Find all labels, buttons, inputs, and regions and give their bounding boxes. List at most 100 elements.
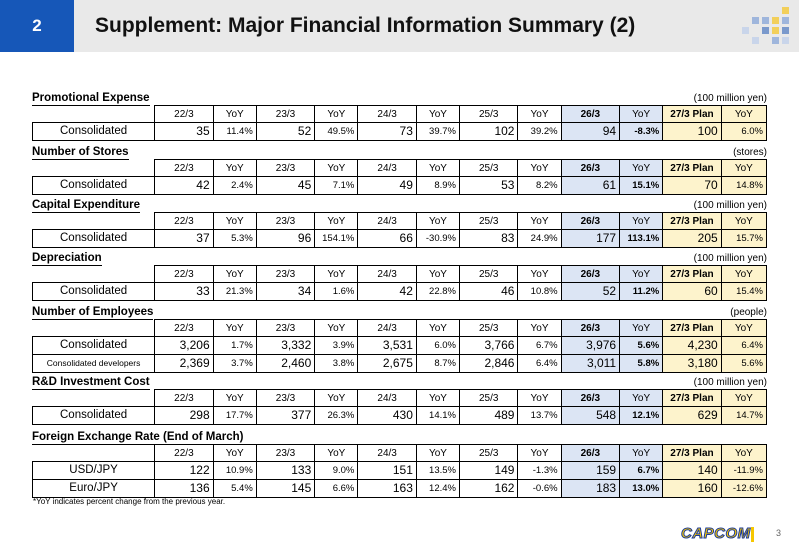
row-label: Consolidated bbox=[31, 176, 156, 195]
column-header: YoY bbox=[619, 444, 664, 462]
column-header: YoY bbox=[720, 105, 768, 123]
decorative-squares-icon bbox=[742, 7, 796, 49]
yoy-cell: 5.6% bbox=[619, 336, 664, 355]
value-cell: 151 bbox=[357, 461, 417, 480]
yoy-cell: 5.6% bbox=[720, 354, 768, 373]
yoy-cell: 3.8% bbox=[314, 354, 359, 373]
value-cell: 160 bbox=[662, 479, 722, 498]
column-header: 25/3 bbox=[458, 444, 519, 462]
yoy-cell: 39.7% bbox=[415, 122, 460, 141]
data-table: 22/3 YoY 23/3 YoY 24/3 YoY 25/3 YoY 26/3 YoY 27/3 … bbox=[31, 159, 768, 195]
slide-title: Supplement: Major Financial Information … bbox=[95, 14, 636, 37]
table-header-row: 22/3 YoY 23/3 YoY 24/3 YoY 25/3 YoY 26/3 YoY 27/3 … bbox=[32, 319, 768, 337]
row-label: USD/JPY bbox=[31, 461, 156, 480]
yoy-cell: 14.1% bbox=[415, 406, 460, 425]
yoy-cell: 8.2% bbox=[517, 176, 562, 195]
column-header: 27/3 Plan bbox=[662, 319, 722, 337]
yoy-cell: 39.2% bbox=[517, 122, 562, 141]
column-header: YoY bbox=[517, 212, 562, 230]
column-header: 22/3 bbox=[154, 389, 214, 407]
column-header: 26/3 bbox=[560, 444, 621, 462]
value-cell: 140 bbox=[662, 461, 722, 480]
value-cell: 53 bbox=[458, 176, 519, 195]
value-cell: 205 bbox=[662, 229, 722, 248]
column-header: 22/3 bbox=[154, 319, 214, 337]
column-header: 26/3 bbox=[560, 212, 621, 230]
yoy-cell: 12.1% bbox=[619, 406, 664, 425]
table-row: Consolidated developers 2,369 3.7% 2,460 3.8… bbox=[31, 354, 768, 373]
column-header: YoY bbox=[517, 389, 562, 407]
value-cell: 3,766 bbox=[458, 336, 519, 355]
column-header: 24/3 bbox=[357, 212, 417, 230]
value-cell: 3,976 bbox=[560, 336, 621, 355]
column-header: 23/3 bbox=[255, 319, 316, 337]
yoy-cell: 9.0% bbox=[314, 461, 359, 480]
value-cell: 70 bbox=[662, 176, 722, 195]
yoy-cell: -0.6% bbox=[517, 479, 562, 498]
column-header: YoY bbox=[720, 319, 768, 337]
logo-accent-bar bbox=[751, 527, 754, 542]
column-header: YoY bbox=[517, 444, 562, 462]
value-cell: 2,460 bbox=[255, 354, 316, 373]
table-row: Consolidated 37 5.3% 96 154.1% 66 -30.9% 83 24.9… bbox=[31, 229, 768, 248]
yoy-cell: -1.3% bbox=[517, 461, 562, 480]
header-blank-cell bbox=[32, 212, 156, 230]
yoy-cell: 6.7% bbox=[517, 336, 562, 355]
yoy-cell: 12.4% bbox=[415, 479, 460, 498]
value-cell: 3,332 bbox=[255, 336, 316, 355]
column-header: YoY bbox=[619, 389, 664, 407]
value-cell: 145 bbox=[255, 479, 316, 498]
value-cell: 133 bbox=[255, 461, 316, 480]
yoy-cell: 5.8% bbox=[619, 354, 664, 373]
value-cell: 4,230 bbox=[662, 336, 722, 355]
column-header: 27/3 Plan bbox=[662, 265, 722, 283]
value-cell: 34 bbox=[255, 282, 316, 301]
data-table: 22/3 YoY 23/3 YoY 24/3 YoY 25/3 YoY 26/3 YoY 27/3 … bbox=[31, 389, 768, 425]
header-blank-cell bbox=[32, 319, 156, 337]
row-label: Euro/JPY bbox=[31, 479, 156, 498]
value-cell: 37 bbox=[154, 229, 214, 248]
value-cell: 2,846 bbox=[458, 354, 519, 373]
value-cell: 298 bbox=[154, 406, 214, 425]
capcom-logo: CAPCOM bbox=[681, 525, 751, 543]
table-header-row: 22/3 YoY 23/3 YoY 24/3 YoY 25/3 YoY 26/3 YoY 27/3 … bbox=[32, 389, 768, 407]
section-unit: (100 million yen) bbox=[693, 377, 767, 388]
yoy-cell: 2.4% bbox=[212, 176, 257, 195]
value-cell: 66 bbox=[357, 229, 417, 248]
value-cell: 159 bbox=[560, 461, 621, 480]
column-header: 23/3 bbox=[255, 389, 316, 407]
yoy-cell: 15.4% bbox=[720, 282, 768, 301]
header-blank-cell bbox=[32, 444, 156, 462]
value-cell: 83 bbox=[458, 229, 519, 248]
value-cell: 3,011 bbox=[560, 354, 621, 373]
yoy-cell: 6.7% bbox=[619, 461, 664, 480]
section-title: Depreciation bbox=[32, 252, 102, 266]
section-unit: (100 million yen) bbox=[693, 200, 767, 211]
column-header: 27/3 Plan bbox=[662, 159, 722, 177]
yoy-cell: 14.8% bbox=[720, 176, 768, 195]
column-header: 27/3 Plan bbox=[662, 105, 722, 123]
yoy-cell: 3.7% bbox=[212, 354, 257, 373]
table-row: Consolidated 3,206 1.7% 3,332 3.9% 3,531 6.0% 3… bbox=[31, 336, 768, 355]
yoy-cell: 6.0% bbox=[720, 122, 768, 141]
yoy-cell: 1.6% bbox=[314, 282, 359, 301]
table-row: Consolidated 35 11.4% 52 49.5% 73 39.7% 102 39.2… bbox=[31, 122, 768, 141]
column-header: YoY bbox=[517, 159, 562, 177]
value-cell: 2,369 bbox=[154, 354, 214, 373]
column-header: YoY bbox=[720, 212, 768, 230]
column-header: 22/3 bbox=[154, 159, 214, 177]
header-blank-cell bbox=[32, 389, 156, 407]
value-cell: 45 bbox=[255, 176, 316, 195]
yoy-cell: 11.4% bbox=[212, 122, 257, 141]
column-header: 25/3 bbox=[458, 319, 519, 337]
header-blank-cell bbox=[32, 159, 156, 177]
column-header: 25/3 bbox=[458, 389, 519, 407]
column-header: YoY bbox=[415, 265, 460, 283]
column-header: YoY bbox=[212, 444, 257, 462]
column-header: 22/3 bbox=[154, 265, 214, 283]
table-header-row: 22/3 YoY 23/3 YoY 24/3 YoY 25/3 YoY 26/3 YoY 27/3 … bbox=[32, 444, 768, 462]
row-label: Consolidated bbox=[31, 406, 156, 425]
row-label: Consolidated bbox=[31, 336, 156, 355]
table-row: Euro/JPY 136 5.4% 145 6.6% 163 12.4% 162 -0.6% 18… bbox=[31, 479, 768, 498]
yoy-cell: 13.0% bbox=[619, 479, 664, 498]
